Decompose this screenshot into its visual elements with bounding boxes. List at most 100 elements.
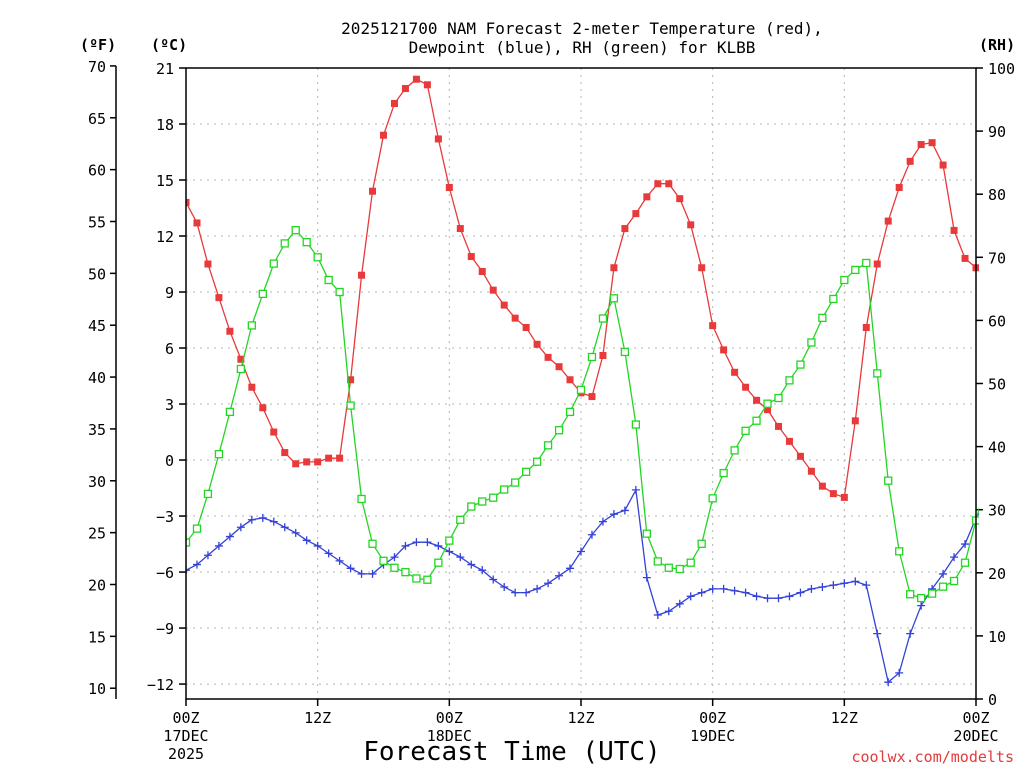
rh-point: [818, 313, 827, 323]
rh-point: [1005, 429, 1012, 436]
fahrenheit-tick-label: 10: [88, 680, 106, 698]
dewpoint-point: [939, 569, 948, 578]
rh-point: [456, 515, 465, 524]
dewpoint-point: [664, 607, 673, 616]
rh-point: [302, 238, 311, 247]
rh-point: [401, 568, 410, 577]
temperature-point: [303, 458, 311, 466]
dewpoint-point: [291, 528, 300, 537]
rh-point: [829, 294, 838, 304]
temperature-point: [840, 493, 848, 501]
rh-point: [598, 314, 608, 323]
temperature-point: [215, 294, 223, 302]
rh-point: [741, 426, 750, 435]
rh-point: [983, 477, 990, 484]
rh-point: [324, 275, 333, 285]
rh-point: [357, 494, 366, 504]
dewpoint-point: [533, 584, 542, 593]
dewpoint-point: [895, 668, 904, 677]
temperature-point: [226, 327, 234, 335]
dewpoint-point: [906, 629, 915, 638]
temperature-point: [193, 219, 201, 227]
fahrenheit-tick-label: 45: [88, 317, 106, 335]
temperature-point: [445, 183, 453, 191]
rh-point: [511, 478, 520, 487]
dewpoint-point: [280, 523, 289, 532]
dewpoint-point: [258, 513, 267, 522]
temperature-point: [906, 157, 914, 165]
dewpoint-point: [203, 551, 212, 560]
dewpoint-point: [500, 582, 509, 591]
temperature-point: [753, 396, 761, 404]
dewpoint-point: [917, 601, 926, 610]
temperature-point: [851, 417, 859, 425]
temperature-point: [818, 482, 826, 490]
celsius-tick-label: 3: [165, 396, 174, 414]
rh-point: [642, 529, 651, 538]
rh-point: [280, 239, 289, 248]
rh-point: [225, 407, 235, 417]
rh-point: [686, 558, 695, 567]
rh-point: [906, 590, 915, 599]
rh-point: [335, 287, 344, 297]
time-tick-label: 00Z: [436, 709, 463, 727]
rh-point: [390, 563, 399, 572]
celsius-tick-label: −3: [156, 508, 174, 526]
temperature-point: [390, 99, 398, 107]
temperature-point: [632, 210, 640, 218]
rh-tick-label: 40: [988, 439, 1006, 457]
chart-title-line2: Dewpoint (blue), RH (green) for KLBB: [409, 38, 756, 57]
rh-point: [368, 539, 377, 548]
rh-point: [565, 407, 575, 417]
temperature-point: [928, 139, 936, 147]
rh-point: [434, 558, 443, 567]
rh-point: [609, 294, 619, 303]
temperature-point: [314, 458, 322, 466]
temperature-point: [796, 452, 804, 460]
rh-point: [675, 564, 684, 574]
rh-tick-label: 60: [988, 312, 1006, 330]
dewpoint-point: [796, 588, 805, 597]
temperature-point: [347, 376, 355, 384]
time-tick-label: 12Z: [567, 709, 594, 727]
celsius-axis: 21 18 15 12 9 6 3 0 −3 −6 −9 −12: [147, 60, 186, 694]
temperature-point: [456, 225, 464, 233]
dewpoint-series: [186, 485, 979, 687]
rh-tick-label: 0: [988, 691, 997, 709]
dewpoint-point: [686, 592, 695, 601]
dewpoint-point: [544, 579, 553, 588]
rh-point: [554, 426, 564, 435]
temperature-series: [186, 75, 979, 501]
dewpoint-point: [961, 540, 970, 549]
rh-point: [785, 376, 794, 385]
dewpoint-point: [851, 577, 860, 586]
dewpoint-point: [555, 571, 564, 580]
dewpoint-point: [566, 564, 575, 573]
rh-tick-label: 70: [988, 249, 1006, 267]
fahrenheit-tick-label: 55: [88, 213, 106, 231]
temperature-point: [281, 449, 289, 457]
dewpoint-point: [884, 678, 893, 687]
dewpoint-point: [840, 579, 849, 588]
rh-point: [620, 347, 630, 357]
celsius-tick-label: 21: [156, 60, 174, 78]
temperature-point: [873, 260, 881, 268]
dewpoint-point: [708, 584, 717, 593]
temperature-point: [610, 264, 618, 272]
rh-unit-label: (RH): [979, 36, 1015, 54]
temperature-point: [369, 187, 377, 195]
dewpoint-point: [873, 629, 882, 638]
dewpoint-point: [862, 581, 871, 590]
time-tick-date: 19DEC: [690, 727, 735, 745]
rh-point: [467, 502, 476, 511]
x-axis-title: Forecast Time (UTC): [363, 737, 660, 767]
temperature-point: [687, 221, 695, 229]
time-tick-label: 00Z: [962, 709, 989, 727]
dewpoint-point: [763, 594, 772, 603]
dewpoint-point: [829, 581, 838, 590]
dewpoint-point: [247, 515, 256, 524]
dewpoint-point: [225, 532, 234, 541]
dewpoint-point: [467, 560, 476, 569]
rh-point: [576, 385, 586, 394]
